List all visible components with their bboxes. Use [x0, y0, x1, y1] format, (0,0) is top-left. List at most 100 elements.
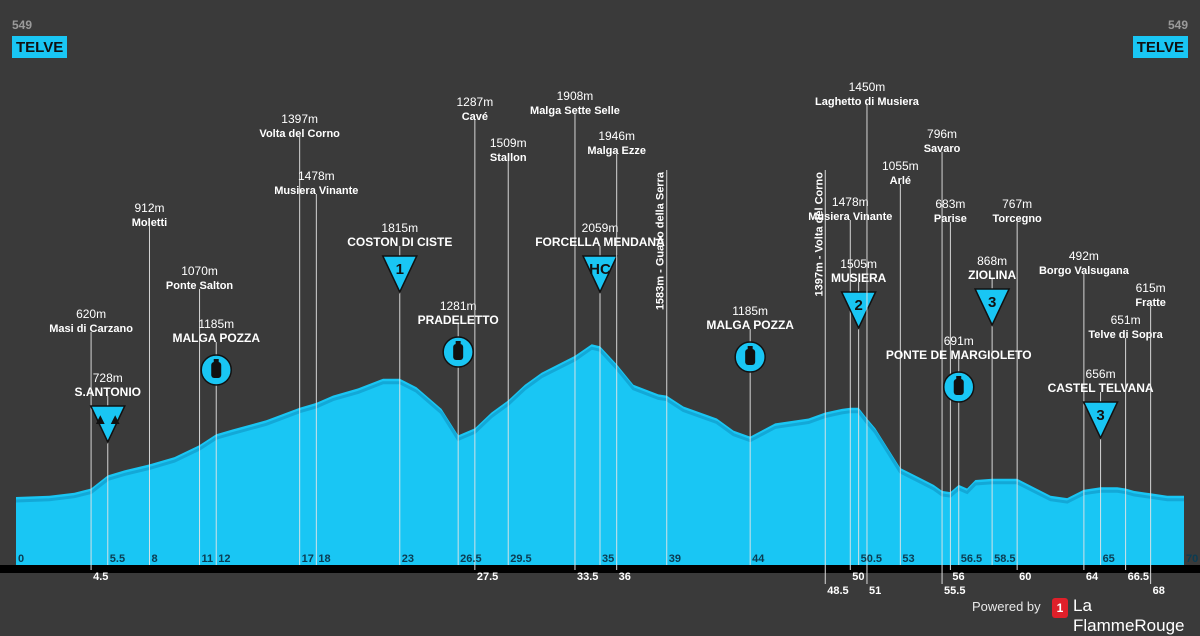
waypoint-name: COSTON DI CISTE [347, 235, 452, 249]
waypoint-name: Volta del Corno [259, 128, 340, 140]
waypoint-altitude: 620m [76, 307, 106, 321]
waypoint-altitude: 767m [1002, 197, 1032, 211]
waypoint-name: Masi di Carzano [49, 323, 133, 335]
distance-tick-label: 0 [18, 553, 24, 565]
bottle-cap-icon [455, 341, 461, 345]
waypoint-name: Ponte Salton [166, 280, 234, 292]
distance-tick-label: 55.5 [944, 585, 965, 597]
waypoint-name: Telve di Sopra [1088, 329, 1163, 341]
waypoint-name: Laghetto di Musiera [815, 96, 920, 108]
waypoint-label: 1583m - Guado della Serra [655, 171, 667, 310]
distance-tick-label: 50 [852, 571, 864, 583]
waypoint-altitude: 1908m [557, 89, 594, 103]
waypoint-altitude: 683m [935, 197, 965, 211]
distance-tick-label: 26.5 [460, 553, 481, 565]
waypoint-altitude: 1450m [849, 80, 886, 94]
climb-category-label: 2 [854, 297, 862, 314]
distance-tick-label: 68 [1153, 585, 1165, 597]
climb-category-label: HC [589, 261, 611, 278]
brand-logo-icon: 1 [1052, 598, 1068, 618]
distance-tick-label: 8 [151, 553, 157, 565]
waypoint-name: CASTEL TELVANA [1048, 381, 1154, 395]
waypoint-altitude: 912m [134, 201, 164, 215]
waypoint-altitude: 2059m [582, 221, 619, 235]
bottle-icon [745, 349, 756, 365]
distance-tick-label: 58.5 [994, 553, 1015, 565]
waypoint-name: MUSIERA [831, 271, 887, 285]
distance-tick-label: 29.5 [510, 553, 531, 565]
waypoint-altitude: 728m [93, 371, 123, 385]
climb-category-icon [581, 255, 619, 294]
waypoint-altitude: 1185m [198, 317, 234, 331]
distance-tick-label: 56 [952, 571, 964, 583]
waypoint-altitude: 1815m [381, 221, 418, 235]
distance-tick-label: 51 [869, 585, 881, 597]
distance-tick-label: 56.5 [961, 553, 982, 565]
waypoint-altitude: 691m [944, 334, 974, 348]
waypoint-altitude: 1397m [281, 112, 318, 126]
waypoint-name: Stallon [490, 152, 527, 164]
waypoint-name: FORCELLA MENDANA [535, 235, 665, 249]
finish-id: 549 [1167, 18, 1188, 32]
waypoint-name: Torcegno [992, 213, 1042, 225]
distance-tick-label: 35 [602, 553, 614, 565]
distance-axis-panel [0, 565, 1200, 573]
waypoint-name: MALGA POZZA [172, 331, 260, 345]
waypoint-name: Malga Ezze [587, 145, 646, 157]
distance-tick-label: 65 [1103, 553, 1115, 565]
bottle-icon [453, 344, 464, 360]
climb-category-label: 1 [396, 261, 404, 278]
distance-tick-label: 53 [902, 553, 914, 565]
climb-category-icon [381, 255, 418, 294]
distance-tick-label: 36 [619, 571, 631, 583]
waypoint-altitude: 1946m [598, 129, 635, 143]
waypoint-altitude: 656m [1086, 367, 1116, 381]
bottle-cap-icon [213, 359, 219, 363]
waypoint-altitude: 615m [1136, 281, 1166, 295]
climb-category-label: 3 [988, 294, 996, 311]
distance-tick-label: 70 [1186, 553, 1198, 565]
waypoint-name: Parise [934, 213, 967, 225]
waypoint-name: PONTE DE MARGIOLETO [886, 348, 1032, 362]
brand-name[interactable]: La FlammeRouge [1073, 596, 1185, 635]
waypoint-name: Savaro [924, 143, 961, 155]
waypoint-altitude: 651m [1111, 313, 1141, 327]
waypoint-name: Musiera Vinante [274, 185, 358, 197]
powered-by-text: Powered by [972, 599, 1041, 614]
waypoint-altitude: 1505m [840, 257, 877, 271]
waypoint-altitude: 1281m [440, 299, 477, 313]
climb-category-icon [89, 405, 126, 444]
distance-tick-label: 60 [1019, 571, 1031, 583]
climb-category-label: 3 [1096, 407, 1104, 424]
waypoint-altitude: 1478m [832, 195, 869, 209]
distance-tick-label: 27.5 [477, 571, 498, 583]
waypoint-name: Malga Sette Selle [530, 105, 620, 117]
waypoint-label: 1397m - Volta del Corno [813, 172, 825, 297]
distance-tick-label: 5.5 [110, 553, 125, 565]
distance-tick-label: 66.5 [1128, 571, 1149, 583]
distance-tick-label: 17 [302, 553, 314, 565]
waypoint-name: Musiera Vinante [808, 211, 892, 223]
bottle-cap-icon [747, 346, 753, 350]
distance-tick-label: 11 [202, 553, 214, 565]
bottle-cap-icon [956, 376, 962, 380]
distance-tick-label: 44 [752, 553, 765, 565]
distance-tick-label: 39 [669, 553, 681, 565]
waypoint-altitude: 868m [977, 254, 1007, 268]
waypoint-altitude: 1478m [298, 169, 335, 183]
climb-category-label: ▲▲ [93, 411, 123, 428]
waypoint-name: PRADELETTO [418, 313, 499, 327]
waypoint-name: Moletti [132, 217, 167, 229]
climb-category-icon [973, 288, 1011, 327]
waypoint-name: Arlé [890, 175, 911, 187]
waypoint-name: MALGA POZZA [706, 318, 794, 332]
distance-tick-label: 18 [318, 553, 330, 565]
start-label: 549 TELVE [12, 18, 72, 58]
waypoint-name: Borgo Valsugana [1039, 265, 1130, 277]
waypoint-name: Cavé [462, 111, 488, 123]
finish-name: TELVE [1132, 36, 1188, 58]
waypoint-name: Fratte [1135, 297, 1166, 309]
climb-category-icon [1082, 401, 1119, 440]
waypoint-name: S.ANTONIO [75, 385, 141, 399]
